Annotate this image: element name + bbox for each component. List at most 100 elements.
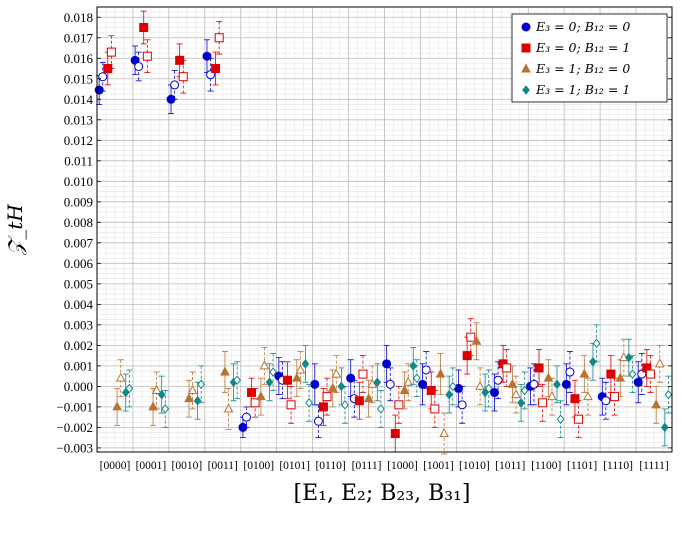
data-point-open bbox=[269, 367, 277, 377]
data-point-open bbox=[403, 376, 414, 386]
data-point-filled bbox=[94, 85, 104, 95]
data-point-filled bbox=[651, 399, 662, 409]
error-bar bbox=[513, 375, 520, 414]
error-bar bbox=[162, 390, 169, 428]
error-bar bbox=[521, 371, 528, 410]
error-bar bbox=[270, 353, 277, 391]
data-point-filled bbox=[517, 397, 525, 408]
y-tick-label: 0.013 bbox=[64, 112, 93, 127]
x-tick-label: [1011] bbox=[495, 460, 525, 472]
data-point-filled bbox=[202, 51, 212, 61]
error-bar bbox=[620, 338, 627, 377]
data-point-open bbox=[161, 404, 170, 414]
error-bar bbox=[171, 70, 178, 100]
data-point-filled bbox=[301, 359, 310, 369]
error-bar bbox=[467, 318, 474, 357]
data-point-open bbox=[170, 80, 180, 90]
data-point-open bbox=[250, 398, 260, 408]
y-tick-label: 0.007 bbox=[64, 235, 94, 250]
legend-label: E₃ = 1; B₁₂ = 1 bbox=[535, 82, 630, 97]
legend: E₃ = 0; B₁₂ = 0 E₃ = 0; B₁₂ = 1 E₃ = 1; B₁… bbox=[511, 13, 668, 103]
data-point-open bbox=[529, 379, 539, 389]
error-bar bbox=[629, 355, 636, 393]
error-bar bbox=[449, 367, 456, 406]
x-tick-labels: [0000] [0001] [0010] [0011] [0100] [0101] [011… bbox=[100, 460, 669, 472]
data-point-filled bbox=[579, 368, 590, 378]
error-bar bbox=[485, 369, 492, 408]
data-point-filled bbox=[489, 388, 499, 398]
error-bar bbox=[351, 379, 358, 418]
y-tick-label: −0.001 bbox=[56, 399, 93, 414]
y-tick-label: 0.000 bbox=[64, 379, 93, 394]
data-point-filled bbox=[471, 335, 482, 345]
data-point-filled bbox=[318, 402, 328, 412]
error-bar bbox=[234, 361, 241, 400]
error-bar bbox=[341, 385, 348, 424]
data-point-filled bbox=[184, 393, 194, 403]
y-tick-label: 0.001 bbox=[64, 358, 93, 373]
data-point-open bbox=[413, 373, 421, 383]
data-point-open bbox=[475, 380, 485, 390]
data-point-open bbox=[556, 414, 565, 424]
data-point-filled bbox=[256, 391, 266, 401]
y-tick-label: −0.003 bbox=[56, 440, 93, 455]
data-point-open bbox=[448, 381, 457, 392]
series-2 bbox=[103, 10, 655, 453]
series-1 bbox=[94, 39, 647, 439]
data-marks bbox=[94, 10, 673, 455]
data-point-open bbox=[106, 47, 116, 57]
error-bar bbox=[575, 400, 582, 439]
x-tick-label: [1000] bbox=[387, 460, 418, 472]
data-point-open bbox=[547, 391, 557, 401]
x-tick-label: [0110] bbox=[315, 460, 345, 472]
data-point-open bbox=[367, 378, 378, 388]
y-tick-label: 0.006 bbox=[64, 256, 94, 271]
data-point-filled bbox=[346, 373, 356, 383]
data-point-open bbox=[430, 404, 440, 414]
y-axis-label: 𝒵_tH bbox=[3, 204, 27, 256]
data-point-open bbox=[151, 384, 162, 394]
x-tick-label: [0100] bbox=[243, 460, 274, 472]
data-point-open bbox=[457, 400, 467, 410]
y-tick-label: 0.005 bbox=[64, 276, 93, 291]
data-point-filled bbox=[418, 379, 428, 389]
y-tick-label: 0.004 bbox=[64, 297, 94, 312]
data-point-filled bbox=[507, 378, 518, 388]
data-point-open bbox=[421, 365, 431, 375]
legend-label: E₃ = 0; B₁₂ = 0 bbox=[535, 19, 630, 34]
error-bar bbox=[377, 390, 384, 428]
data-point-filled bbox=[561, 379, 571, 389]
series-3 bbox=[112, 322, 665, 455]
data-point-open bbox=[601, 396, 611, 406]
data-point-open bbox=[134, 61, 144, 71]
legend-box bbox=[511, 13, 668, 103]
error-bar bbox=[548, 377, 555, 416]
data-point-open bbox=[645, 369, 655, 379]
data-point-filled bbox=[112, 401, 122, 411]
error-bar bbox=[153, 371, 160, 410]
legend-marker bbox=[521, 22, 531, 32]
data-point-filled bbox=[589, 356, 597, 367]
y-tick-label: 0.008 bbox=[64, 215, 93, 230]
error-bar bbox=[333, 355, 340, 393]
error-bar bbox=[261, 347, 268, 385]
data-point-open bbox=[142, 51, 152, 61]
data-point-open bbox=[331, 368, 342, 378]
legend-label: E₃ = 0; B₁₂ = 1 bbox=[535, 40, 630, 55]
y-axis-label-text: 𝒵_tH bbox=[3, 204, 27, 256]
x-tick-label: [0101] bbox=[279, 460, 310, 472]
error-bar bbox=[288, 385, 295, 424]
data-point-filled bbox=[148, 401, 158, 411]
data-point-filled bbox=[193, 395, 202, 406]
y-tick-label: 0.018 bbox=[64, 10, 93, 25]
data-point-filled bbox=[660, 422, 669, 433]
x-tick-label: [0111] bbox=[352, 460, 382, 472]
data-point-filled bbox=[570, 394, 580, 404]
data-point-open bbox=[214, 33, 224, 43]
data-point-filled bbox=[139, 23, 149, 33]
error-bar bbox=[395, 385, 402, 424]
data-point-open bbox=[115, 372, 126, 382]
y-tick-label: 0.012 bbox=[64, 133, 93, 148]
data-point-open bbox=[654, 358, 665, 368]
